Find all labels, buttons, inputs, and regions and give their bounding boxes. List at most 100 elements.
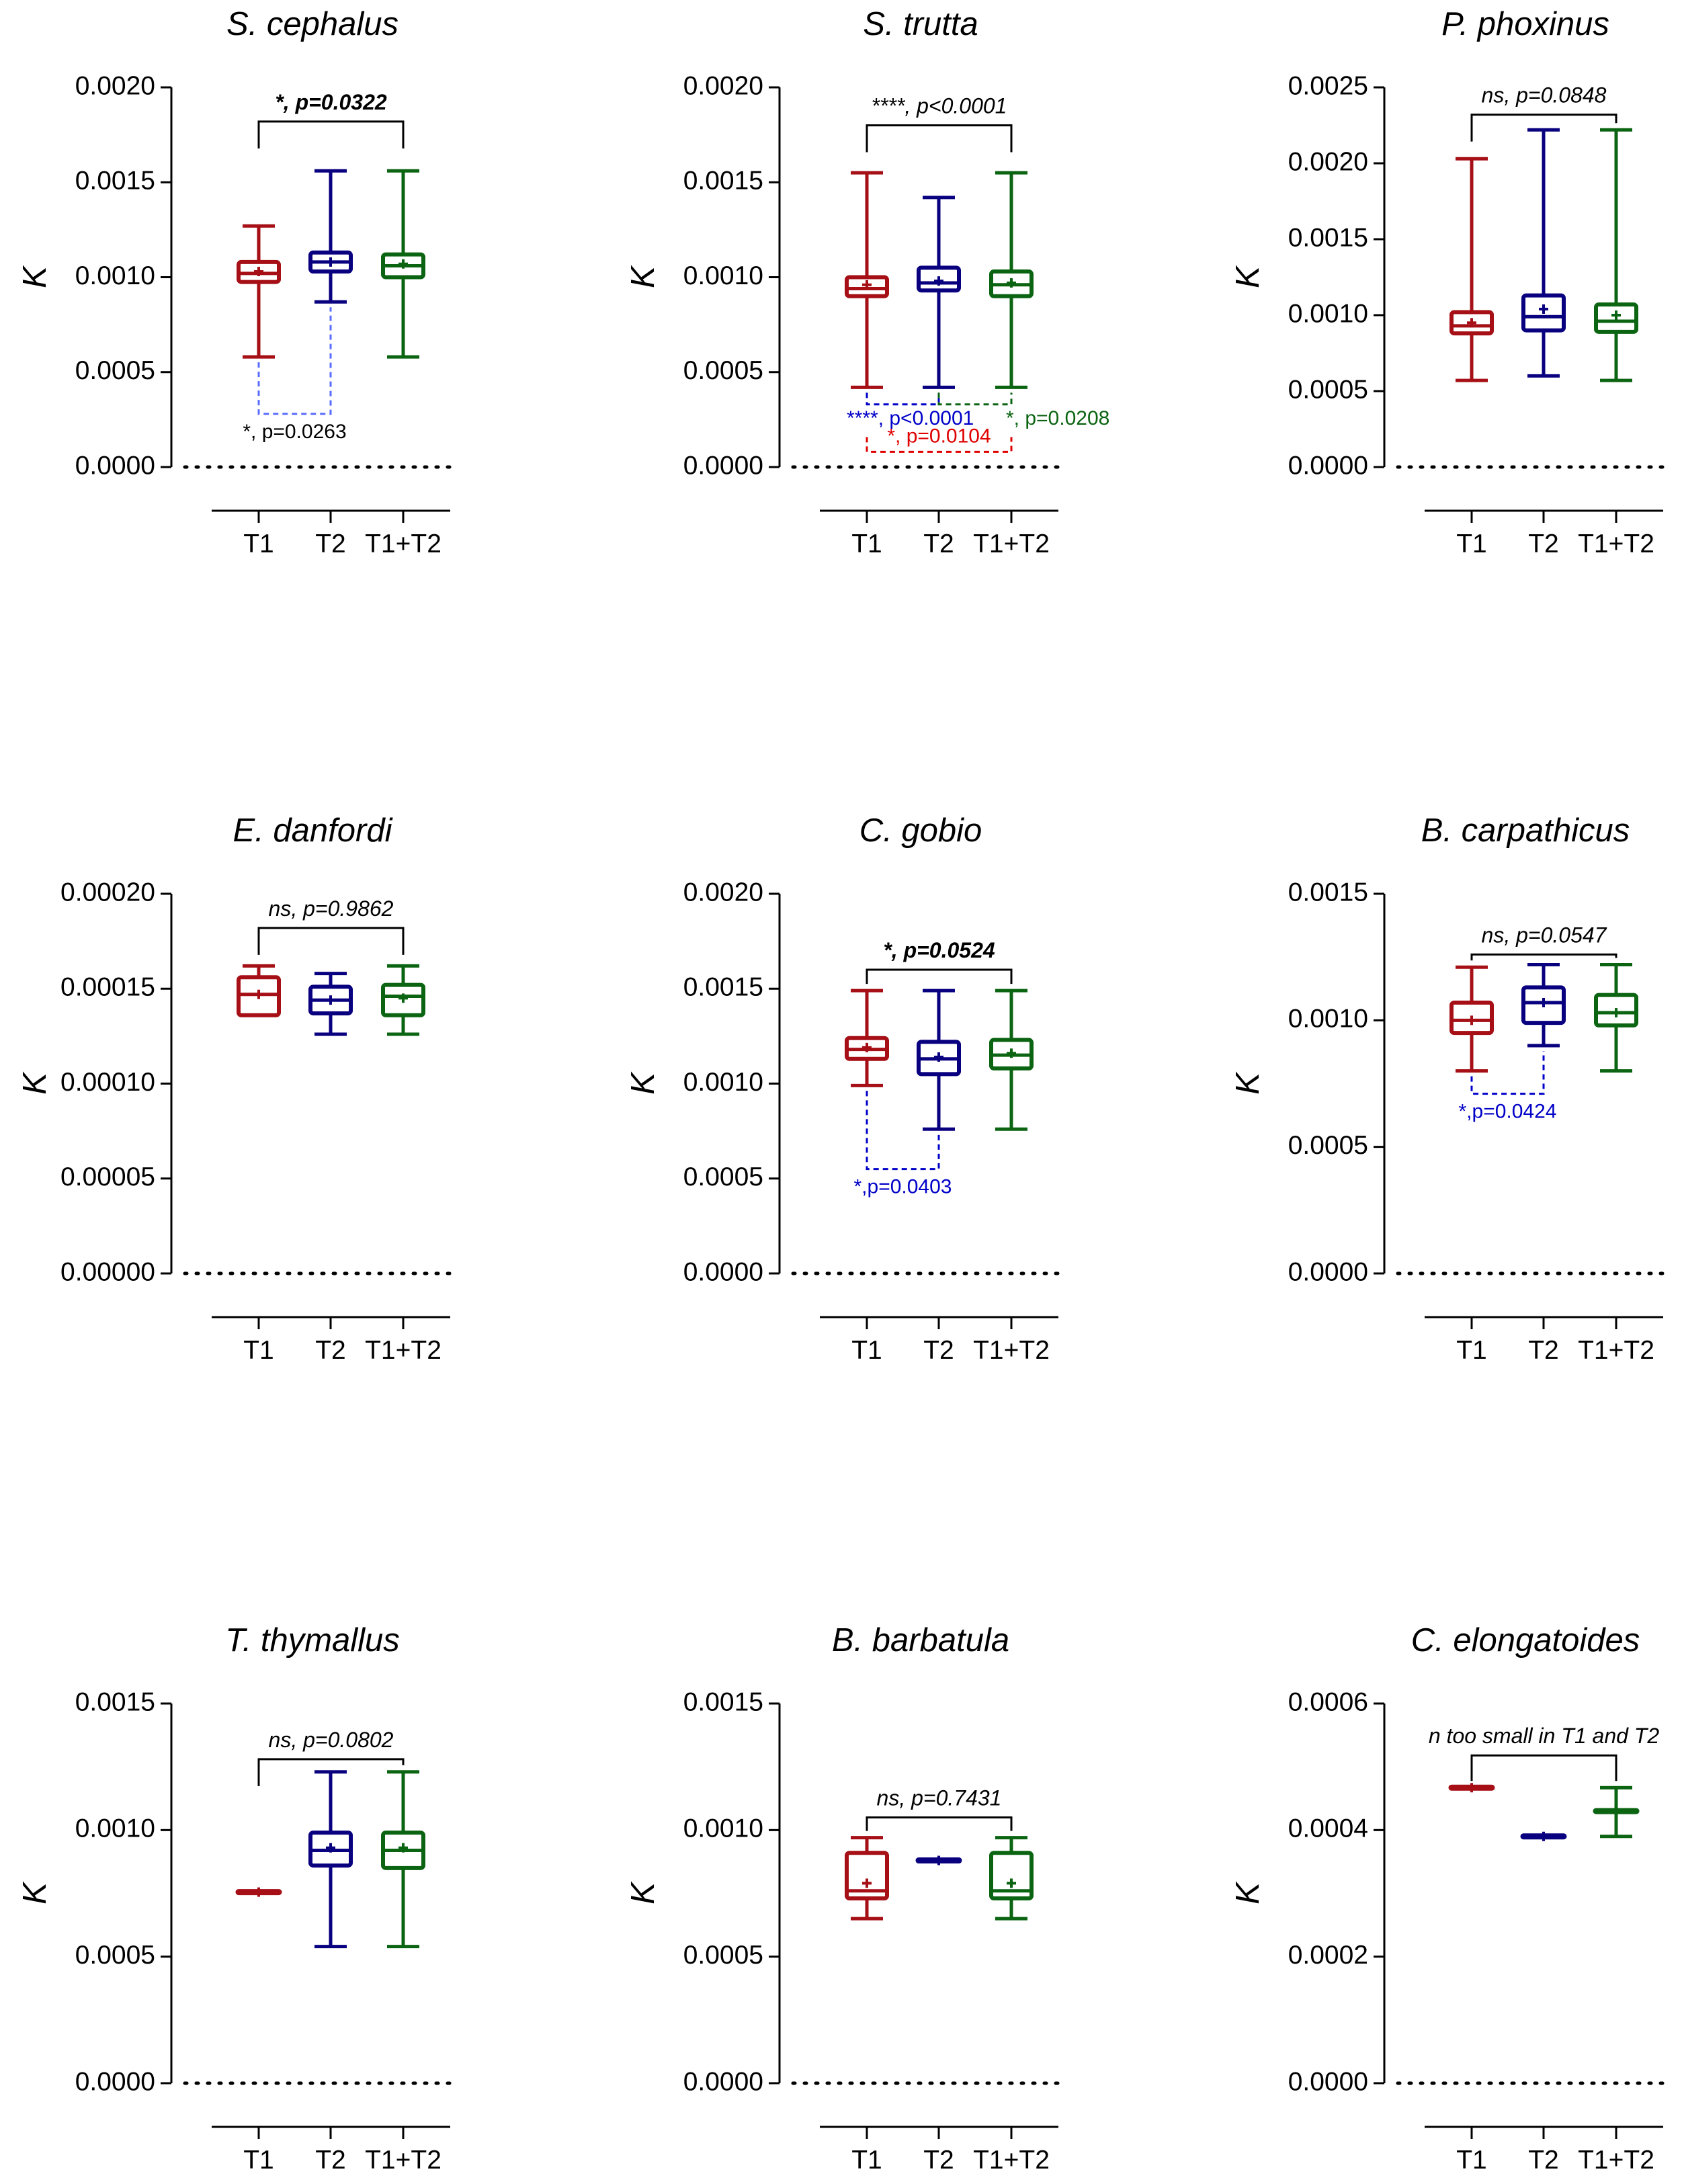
box-T1 xyxy=(845,171,889,389)
box-T1 xyxy=(1448,1783,1495,1793)
chart-panel-5: B. carpathicus K 0.0000 0.0005 0.0010 0.0015 T… xyxy=(1230,812,1669,1365)
pairwise-bracket xyxy=(866,437,1013,453)
y-tick-label: 0.0020 xyxy=(683,878,763,907)
x-tick-label: T2 xyxy=(923,2146,954,2175)
chart-title: S. trutta xyxy=(863,6,978,42)
y-tick-label: 0.0010 xyxy=(683,1068,763,1097)
significance-label: ns, p=0.0802 xyxy=(269,1728,394,1752)
y-tick-label: 0.0000 xyxy=(683,451,763,480)
box-iqr xyxy=(1449,310,1494,336)
chart-panel-7: B. barbatula K 0.0000 0.0005 0.0010 0.0015 T1 T… xyxy=(625,1622,1064,2175)
box-iqr xyxy=(1594,993,1638,1027)
box-T2 xyxy=(308,1770,353,1949)
y-tick-label: 0.00010 xyxy=(60,1068,155,1097)
box-T1 xyxy=(1449,965,1494,1073)
chart-title: B. barbatula xyxy=(832,1622,1009,1658)
y-tick-label: 0.0000 xyxy=(75,451,155,480)
chart-title: S. cephalus xyxy=(226,6,398,42)
box-T1+T2 xyxy=(1594,128,1638,382)
y-tick-label: 0.00000 xyxy=(60,1257,155,1286)
significance-bracket xyxy=(1470,1754,1617,1781)
x-tick-label: T1+T2 xyxy=(365,530,441,558)
significance-label: ns, p=0.9862 xyxy=(269,896,394,921)
y-tick-label: 0.00015 xyxy=(60,973,155,1002)
y-tick-label: 0.0005 xyxy=(683,1941,763,1970)
y-tick-label: 0.0000 xyxy=(1288,2067,1368,2096)
x-tick-label: T2 xyxy=(1528,1336,1559,1365)
y-axis-label: K xyxy=(1230,265,1266,288)
y-tick-label: 0.0010 xyxy=(75,261,155,290)
y-tick-label: 0.0015 xyxy=(75,167,155,196)
box-T1+T2 xyxy=(1593,1786,1640,1839)
x-tick-label: T1+T2 xyxy=(973,530,1050,558)
box-iqr xyxy=(1521,985,1566,1025)
box-T2 xyxy=(308,169,353,304)
x-tick-label: T1 xyxy=(243,2146,274,2175)
box-T1 xyxy=(1449,157,1494,382)
x-tick-label: T1 xyxy=(851,530,882,558)
x-tick-label: T2 xyxy=(923,1336,954,1365)
y-tick-label: 0.0010 xyxy=(1288,299,1368,328)
x-tick-label: T1+T2 xyxy=(1578,530,1654,558)
box-iqr xyxy=(845,1851,889,1901)
box-T2 xyxy=(1520,1831,1567,1841)
chart-title: P. phoxinus xyxy=(1441,6,1609,42)
chart-panel-8: C. elongatoides K 0.0000 0.0002 0.0004 0.0006… xyxy=(1230,1622,1669,2175)
x-tick-label: T1+T2 xyxy=(1578,1336,1654,1365)
y-tick-label: 0.0005 xyxy=(1288,1131,1368,1160)
x-tick-label: T1+T2 xyxy=(1578,2146,1654,2175)
y-axis-label: K xyxy=(625,1881,661,1904)
y-tick-label: 0.0015 xyxy=(683,167,763,196)
x-tick-label: T1+T2 xyxy=(973,2146,1050,2175)
box-iqr xyxy=(1521,293,1566,333)
significance-label: ns, p=0.0547 xyxy=(1482,923,1607,947)
y-tick-label: 0.0006 xyxy=(1288,1687,1368,1716)
y-axis-label: K xyxy=(625,265,661,288)
y-tick-label: 0.0005 xyxy=(683,356,763,385)
box-T1+T2 xyxy=(381,169,425,359)
pairwise-label: *,p=0.0424 xyxy=(1459,1101,1557,1123)
chart-title: C. elongatoides xyxy=(1411,1622,1640,1658)
pairwise-bracket xyxy=(937,392,1013,406)
pairwise-label: ****, p<0.0001 xyxy=(847,407,974,429)
x-tick-label: T1+T2 xyxy=(365,1336,441,1365)
box-T1+T2 xyxy=(989,1836,1034,1921)
chart-panel-2: P. phoxinus K 0.0000 0.0005 0.0010 0.0015 0.00… xyxy=(1230,6,1669,558)
significance-label: ns, p=0.0848 xyxy=(1482,83,1607,108)
chart-panel-6: T. thymallus K 0.0000 0.0005 0.0010 0.0015 T1 T… xyxy=(17,1622,456,2175)
significance-bracket xyxy=(257,1758,405,1786)
x-tick-label: T1+T2 xyxy=(365,2146,441,2175)
x-tick-label: T1 xyxy=(243,1336,274,1365)
pairwise-label: *, p=0.0263 xyxy=(243,421,346,443)
x-tick-label: T2 xyxy=(315,530,346,558)
y-tick-label: 0.00020 xyxy=(60,878,155,907)
y-axis-label: K xyxy=(17,265,53,288)
pairwise-label: *, p=0.0208 xyxy=(1006,407,1109,429)
y-axis-label: K xyxy=(1230,1881,1266,1904)
significance-bracket xyxy=(866,124,1013,153)
x-tick-label: T1+T2 xyxy=(973,1336,1050,1365)
box-T1+T2 xyxy=(989,171,1034,389)
pairwise-label: *,p=0.0403 xyxy=(854,1176,952,1198)
box-iqr xyxy=(1594,302,1638,334)
significance-label: n too small in T1 and T2 xyxy=(1429,1724,1659,1748)
x-tick-label: T2 xyxy=(315,2146,346,2175)
significance-bracket xyxy=(866,968,1013,984)
significance-bracket xyxy=(1470,953,1617,961)
box-T1 xyxy=(235,1887,282,1897)
x-tick-label: T2 xyxy=(315,1336,346,1365)
chart-panel-3: E. danfordi K 0.00000 0.00005 0.00010 0.00015… xyxy=(17,812,456,1365)
y-tick-label: 0.0015 xyxy=(75,1687,155,1716)
y-axis-label: K xyxy=(625,1071,661,1095)
pairwise-bracket xyxy=(866,392,940,406)
significance-bracket xyxy=(866,1816,1013,1831)
box-T2 xyxy=(1521,962,1566,1048)
box-T2 xyxy=(1521,128,1566,378)
y-tick-label: 0.0015 xyxy=(1288,223,1368,252)
box-T1 xyxy=(845,989,889,1087)
box-iqr xyxy=(917,265,961,293)
x-tick-label: T1 xyxy=(243,530,274,558)
chart-panel-4: C. gobio K 0.0000 0.0005 0.0010 0.0015 0.0020 T… xyxy=(625,812,1064,1365)
box-iqr xyxy=(989,1851,1034,1901)
